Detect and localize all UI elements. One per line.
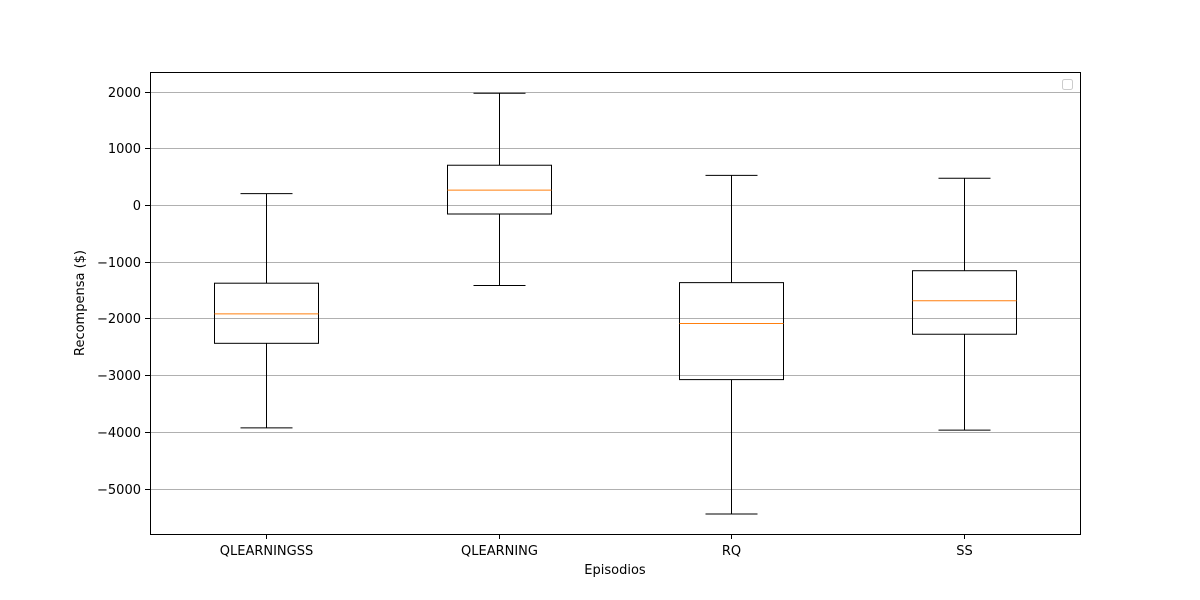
box-series — [214, 92, 1017, 515]
y-axis-label: Recompensa ($) — [73, 250, 88, 356]
iqr-box — [447, 164, 552, 215]
x-tick-label: RQ — [722, 544, 741, 559]
x-axis-label: Episodios — [584, 563, 646, 578]
box-rq — [679, 174, 784, 515]
y-axis-ticks: 2000 1000 0 −1000 −2000 −3000 −4000 −5000 — [97, 86, 150, 498]
box-ss — [912, 177, 1017, 431]
iqr-box — [912, 270, 1017, 335]
box-qlearning — [447, 92, 552, 286]
x-tick-label: SS — [956, 544, 973, 559]
box-qlearningss — [214, 193, 319, 429]
plot-area-frame — [150, 72, 1081, 535]
iqr-box — [679, 282, 784, 381]
x-tick-label: QLEARNINGSS — [220, 544, 313, 559]
y-tick-label: 2000 — [108, 86, 141, 101]
legend-box — [1062, 79, 1073, 90]
x-tick-label: QLEARNING — [461, 544, 538, 559]
y-tick-label: −2000 — [97, 312, 141, 327]
x-axis-ticks: QLEARNINGSS QLEARNING RQ SS — [220, 534, 973, 559]
y-tick-label: 0 — [133, 199, 141, 214]
y-tick-label: −5000 — [97, 483, 141, 498]
y-tick-label: −1000 — [97, 256, 141, 271]
y-tick-label: −3000 — [97, 369, 141, 384]
y-tick-label: 1000 — [108, 142, 141, 157]
grid-lines — [150, 92, 1080, 490]
iqr-box — [214, 282, 319, 344]
y-tick-label: −4000 — [97, 426, 141, 441]
